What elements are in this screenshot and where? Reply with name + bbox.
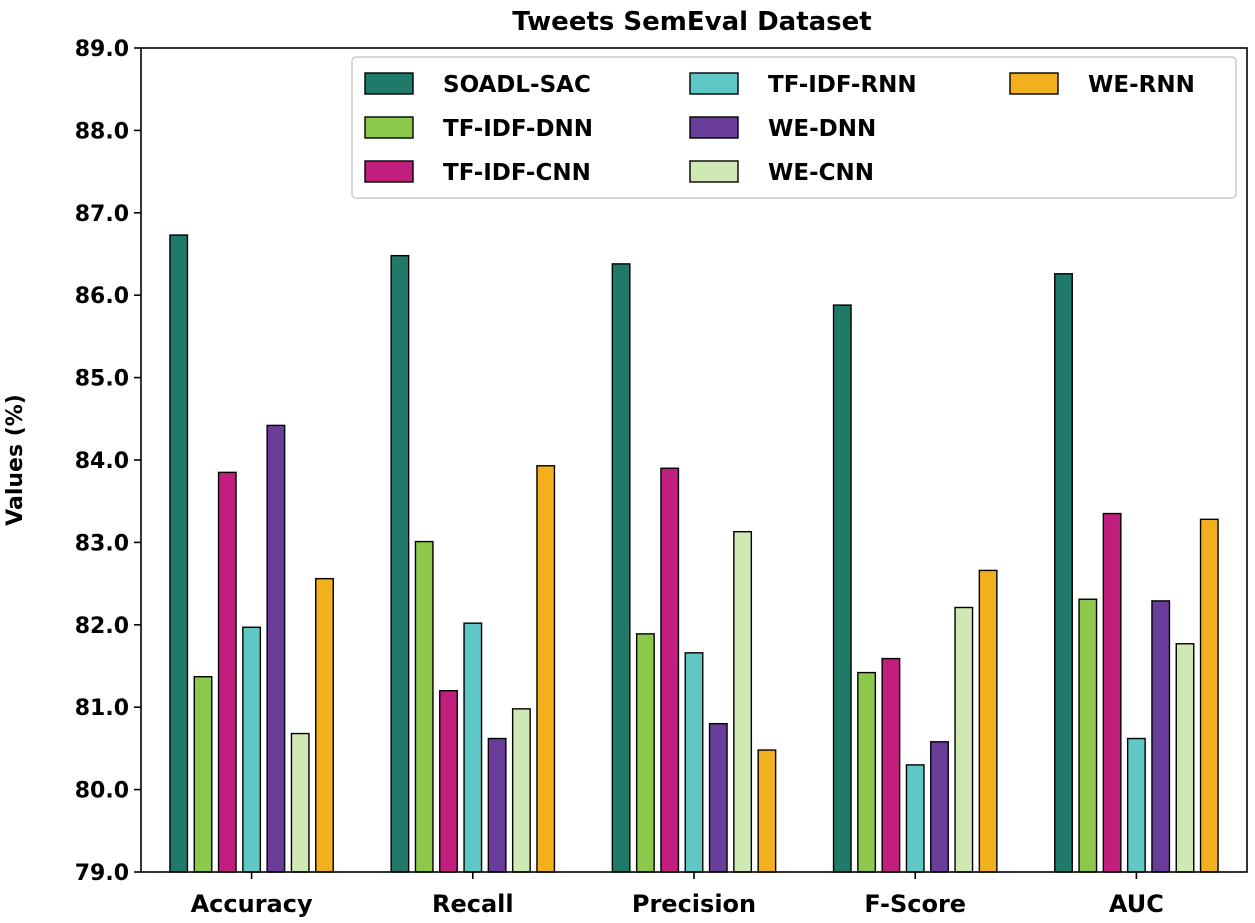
x-tick-label: AUC xyxy=(1109,890,1164,918)
bar-tf-idf-dnn-f-score xyxy=(857,671,877,873)
bar-we-rnn-recall xyxy=(536,465,556,873)
bar-we-cnn-precision xyxy=(733,530,753,873)
chart-title: Tweets SemEval Dataset xyxy=(512,7,871,37)
bar-we-dnn-recall xyxy=(487,737,507,873)
legend-swatch xyxy=(364,116,414,139)
legend-label: WE-DNN xyxy=(768,116,876,142)
bar-tf-idf-rnn-recall xyxy=(463,622,483,873)
bar-we-rnn-precision xyxy=(757,749,777,873)
y-tick-label: 79.0 xyxy=(75,861,129,886)
bar-we-dnn-accuracy xyxy=(266,424,286,873)
legend-swatch xyxy=(1009,72,1059,95)
bar-we-rnn-accuracy xyxy=(315,577,334,873)
bar-tf-idf-cnn-auc xyxy=(1102,512,1122,873)
legend-label: WE-CNN xyxy=(768,160,874,186)
bar-tf-idf-cnn-accuracy xyxy=(217,471,237,873)
bar-tf-idf-dnn-auc xyxy=(1078,598,1098,873)
bar-tf-idf-rnn-precision xyxy=(684,652,704,873)
bar-we-rnn-f-score xyxy=(978,569,998,873)
bar-tf-idf-cnn-precision xyxy=(660,467,680,873)
bar-tf-idf-rnn-auc xyxy=(1126,737,1146,873)
legend-label: WE-RNN xyxy=(1088,72,1195,98)
plot-frame xyxy=(140,47,1248,873)
legend-swatch xyxy=(689,116,739,139)
bar-tf-idf-rnn-f-score xyxy=(905,764,925,873)
y-tick-label: 83.0 xyxy=(75,531,129,556)
y-tick-label: 86.0 xyxy=(75,284,129,309)
legend-swatch xyxy=(364,72,414,95)
bar-we-cnn-recall xyxy=(511,708,531,873)
x-tick-label: Recall xyxy=(432,890,514,918)
bar-tf-idf-dnn-precision xyxy=(635,633,655,873)
x-tick-label: Accuracy xyxy=(191,890,313,918)
bar-we-dnn-auc xyxy=(1151,600,1171,873)
bar-soadl-sac-f-score xyxy=(832,304,852,873)
bar-we-rnn-auc xyxy=(1199,518,1219,873)
y-tick-label: 84.0 xyxy=(75,449,129,474)
bar-tf-idf-rnn-accuracy xyxy=(242,626,262,873)
bars-group xyxy=(169,234,1219,873)
y-tick-label: 82.0 xyxy=(75,614,129,639)
y-tick-label: 87.0 xyxy=(75,202,129,227)
y-tick-label: 89.0 xyxy=(75,37,129,62)
bar-tf-idf-dnn-accuracy xyxy=(193,676,213,873)
x-tick-label: F-Score xyxy=(864,890,966,918)
legend-label: TF-IDF-CNN xyxy=(443,160,591,186)
legend-swatch xyxy=(364,160,414,183)
x-tick-label: Precision xyxy=(632,890,756,918)
bar-soadl-sac-precision xyxy=(611,263,631,873)
y-axis-label: Values (%) xyxy=(3,394,28,526)
legend-label: SOADL-SAC xyxy=(443,72,591,98)
y-tick-label: 80.0 xyxy=(75,779,129,804)
legend-swatch xyxy=(689,160,739,183)
bar-we-dnn-precision xyxy=(708,722,728,873)
bar-tf-idf-dnn-recall xyxy=(414,540,434,873)
legend: SOADL-SAC TF-IDF-DNN TF-IDF-CNN TF-IDF-RNN W… xyxy=(351,56,1237,199)
y-axis-ticks: 79.0 80.0 81.0 82.0 83.0 84.0 85.0 86.0 87.0 88.0… xyxy=(75,37,141,886)
bar-soadl-sac-accuracy xyxy=(169,234,189,873)
y-tick-label: 81.0 xyxy=(75,696,129,721)
bar-we-cnn-auc xyxy=(1175,643,1195,873)
legend-swatch xyxy=(689,72,739,95)
bar-tf-idf-cnn-recall xyxy=(439,690,458,873)
bar-we-cnn-f-score xyxy=(954,606,974,873)
x-axis-ticks: Accuracy Recall Precision F-Score AUC xyxy=(191,872,1164,918)
legend-label: TF-IDF-DNN xyxy=(443,116,593,142)
bar-tf-idf-cnn-f-score xyxy=(881,657,901,873)
bar-we-cnn-accuracy xyxy=(290,732,310,873)
bar-soadl-sac-recall xyxy=(390,254,410,873)
bar-we-dnn-f-score xyxy=(930,741,949,873)
bar-soadl-sac-auc xyxy=(1054,273,1073,873)
y-tick-label: 88.0 xyxy=(75,119,129,144)
legend-label: TF-IDF-RNN xyxy=(768,72,917,98)
y-tick-label: 85.0 xyxy=(75,367,129,392)
